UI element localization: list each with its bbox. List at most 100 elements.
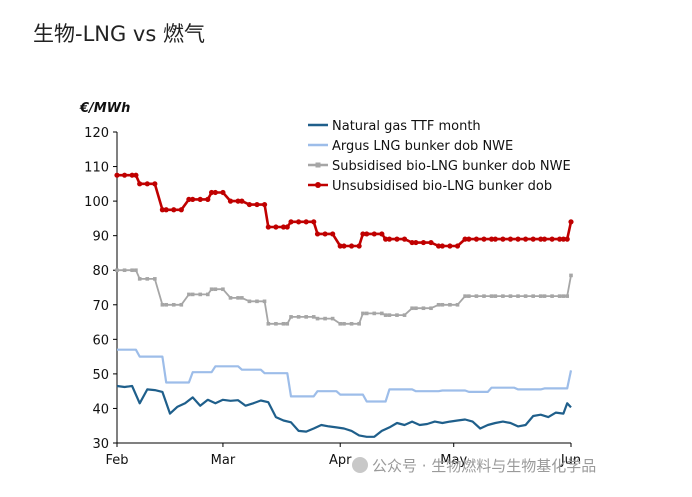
series-3-point-41 — [372, 311, 377, 316]
series-3-point-47 — [410, 306, 414, 311]
page-title: 生物-LNG vs 燃气 — [33, 22, 205, 46]
series-4-point-28 — [288, 219, 294, 225]
series-4-point-38 — [356, 243, 362, 249]
legend-label-1: Natural gas TTF month — [332, 119, 481, 134]
series-4-point-65 — [530, 236, 536, 242]
series-4-point-57 — [473, 236, 480, 242]
series-4-point-0 — [114, 172, 120, 178]
watermark-text: 公众号 · 生物燃料与生物基化学品 — [372, 457, 597, 475]
series-4-point-64 — [523, 236, 529, 242]
series-4-point-23 — [261, 201, 268, 208]
legend-label-2: Argus LNG bunker dob NWE — [332, 139, 513, 154]
series-4-point-61 — [500, 236, 506, 242]
series-3-point-6 — [153, 277, 157, 281]
series-3-point-60 — [493, 294, 498, 298]
series-4-point-30 — [303, 219, 309, 225]
series-4-point-16 — [212, 189, 218, 196]
series-4-point-63 — [515, 236, 521, 242]
series-3-point-1 — [122, 268, 127, 273]
series-4-point-34 — [330, 231, 336, 237]
series-3-point-30 — [304, 315, 308, 319]
y-tick-label-50: 50 — [92, 368, 109, 383]
series-4-point-6 — [152, 181, 158, 187]
series-3-point-50 — [429, 306, 433, 311]
series-4-point-7 — [159, 207, 165, 213]
series-4-point-53 — [447, 243, 453, 249]
series-4-point-20 — [239, 198, 245, 204]
series-4-point-27 — [284, 224, 290, 230]
series-3-point-48 — [414, 306, 418, 311]
series-4-point-9 — [171, 207, 177, 213]
series-4-point-33 — [322, 231, 328, 237]
series-3-point-43 — [383, 313, 388, 317]
series-4-point-10 — [178, 207, 184, 213]
series-3-point-20 — [240, 296, 244, 300]
series-4-point-15 — [208, 189, 215, 196]
series-4-point-18 — [227, 198, 234, 204]
series-4-point-21 — [246, 201, 253, 208]
series-4-point-59 — [488, 236, 495, 242]
series-line-1 — [116, 384, 572, 438]
series-4-point-5 — [144, 181, 150, 187]
y-tick-label-100: 100 — [84, 195, 109, 210]
x-tick-label-apr: Apr — [329, 453, 352, 468]
series-4-point-2 — [129, 172, 135, 178]
series-4-point-26 — [280, 224, 287, 230]
series-4-point-14 — [205, 196, 211, 202]
series-4-point-40 — [364, 231, 370, 237]
series-3-point-32 — [315, 316, 320, 321]
series-4-point-17 — [220, 189, 226, 196]
series-3-point-65 — [531, 294, 535, 298]
series-4-point-72 — [568, 219, 574, 225]
series-3-point-67 — [542, 294, 547, 298]
series-4-point-35 — [337, 243, 343, 249]
series-3-point-5 — [145, 277, 150, 281]
series-3-point-25 — [274, 321, 278, 326]
legend-marker-4 — [315, 182, 321, 188]
series-3-point-66 — [538, 294, 543, 298]
series-4-point-4 — [137, 181, 143, 187]
series-4-point-50 — [428, 239, 434, 246]
series-4-point-37 — [348, 243, 355, 249]
legend-label-3: Subsidised bio-LNG bunker dob NWE — [332, 159, 571, 174]
series-3-point-45 — [395, 313, 399, 317]
series-4-point-1 — [121, 172, 128, 178]
series-3-point-31 — [311, 315, 316, 319]
series-3-point-27 — [285, 321, 290, 326]
series-3-point-54 — [455, 302, 460, 307]
x-tick-label-jun: Jun — [560, 453, 581, 468]
series-4-point-55 — [462, 236, 468, 242]
series-3-point-57 — [474, 294, 479, 298]
series-4-point-52 — [439, 243, 445, 249]
series-4-point-22 — [254, 201, 260, 208]
series-3-point-16 — [213, 287, 218, 292]
series-3-point-19 — [236, 296, 240, 300]
series-3-point-26 — [281, 321, 286, 326]
series-3-point-62 — [508, 294, 513, 298]
y-tick-label-90: 90 — [92, 230, 109, 245]
x-tick-label-mar: Mar — [211, 453, 236, 468]
series-3-point-55 — [463, 294, 467, 298]
series-4-point-69 — [557, 236, 563, 242]
series-4-point-45 — [394, 236, 400, 242]
series-3-point-34 — [330, 316, 335, 321]
series-3-point-52 — [440, 302, 445, 307]
series-3-point-15 — [209, 287, 214, 292]
series-4-point-43 — [383, 236, 389, 242]
series-4-point-13 — [197, 196, 203, 202]
x-tick-label-may: May — [440, 453, 467, 468]
y-tick-label-80: 80 — [92, 264, 109, 279]
series-3-point-49 — [421, 306, 426, 311]
series-4-point-39 — [360, 231, 366, 237]
series-4-point-12 — [190, 196, 196, 202]
series-3-point-33 — [323, 316, 327, 321]
series-3-point-12 — [190, 292, 195, 297]
series-3-point-10 — [179, 302, 184, 307]
series-4-point-49 — [420, 239, 427, 246]
series-4-point-68 — [549, 236, 555, 242]
series-3-point-63 — [516, 294, 520, 298]
series-3-point-46 — [402, 313, 407, 317]
series-3-point-11 — [187, 292, 191, 297]
series-3-point-23 — [262, 299, 267, 304]
